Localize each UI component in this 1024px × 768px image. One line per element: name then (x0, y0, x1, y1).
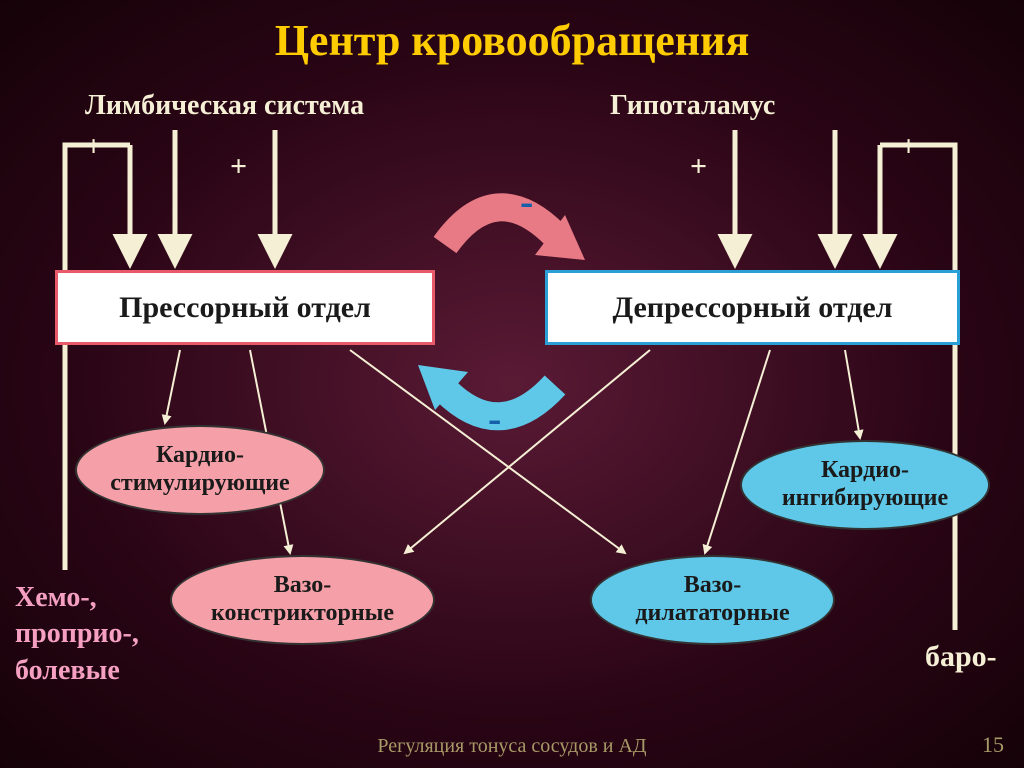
ellipse-vaso-constr: Вазо- констрикторные (170, 555, 435, 645)
ellipse-cardio-stim: Кардио- стимулирующие (75, 425, 325, 515)
rl-line1: Хемо-, (15, 580, 139, 616)
ellipse-cardio-inhib: Кардио- ингибирующие (740, 440, 990, 530)
plus-1: + (85, 130, 102, 164)
ellipse-line1: Кардио- (156, 442, 244, 470)
ellipse-line1: Вазо- (274, 572, 332, 600)
plus-2: + (230, 150, 247, 184)
footer-text: Регуляция тонуса сосудов и АД (0, 735, 1024, 758)
rl-line2: проприо-, (15, 616, 139, 652)
ellipse-line2: дилататорные (635, 600, 789, 628)
ellipse-line1: Вазо- (684, 572, 742, 600)
ellipse-line2: стимулирующие (110, 470, 289, 498)
box-depressor: Депрессорный отдел (545, 270, 960, 345)
minus-top: - (520, 178, 533, 225)
slide-number: 15 (982, 732, 1004, 758)
label-hypothalamus: Гипоталамус (610, 90, 775, 122)
minus-bottom: - (488, 395, 501, 442)
box-pressor: Прессорный отдел (55, 270, 435, 345)
receptors-left: Хемо-, проприо-, болевые (15, 580, 139, 689)
ellipse-vaso-dilat: Вазо- дилататорные (590, 555, 835, 645)
ellipse-line2: ингибирующие (782, 485, 948, 513)
ellipse-line1: Кардио- (821, 457, 909, 485)
receptors-right: баро- (925, 640, 997, 674)
label-limbic: Лимбическая система (85, 90, 364, 122)
slide-title: Центр кровообращения (0, 15, 1024, 66)
plus-3: + (690, 150, 707, 184)
ellipse-line2: констрикторные (211, 600, 394, 628)
rl-line3: болевые (15, 653, 139, 689)
plus-4: + (900, 130, 917, 164)
